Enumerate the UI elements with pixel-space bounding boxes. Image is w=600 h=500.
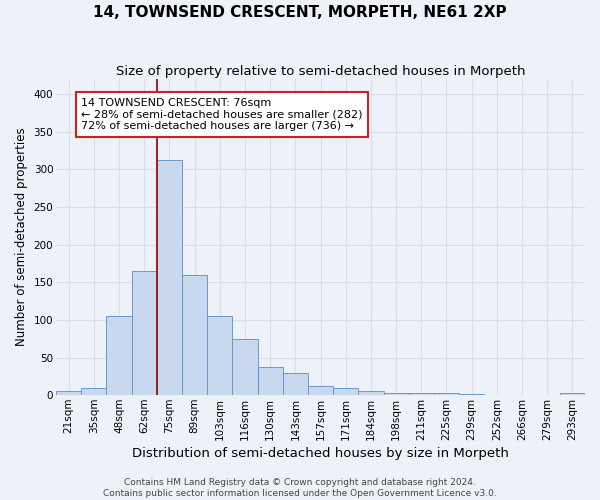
Bar <box>409 393 434 395</box>
Bar <box>434 393 459 395</box>
Bar <box>459 394 484 395</box>
Bar <box>358 392 383 395</box>
Bar <box>257 368 283 395</box>
Bar <box>157 160 182 395</box>
Y-axis label: Number of semi-detached properties: Number of semi-detached properties <box>15 128 28 346</box>
Bar <box>560 393 585 395</box>
Bar <box>308 386 333 395</box>
Bar <box>283 374 308 395</box>
Bar <box>207 316 232 395</box>
Bar <box>106 316 131 395</box>
Bar <box>232 338 257 395</box>
Bar <box>383 393 409 395</box>
Bar <box>131 271 157 395</box>
Text: Contains HM Land Registry data © Crown copyright and database right 2024.
Contai: Contains HM Land Registry data © Crown c… <box>103 478 497 498</box>
Text: 14 TOWNSEND CRESCENT: 76sqm
← 28% of semi-detached houses are smaller (282)
72% : 14 TOWNSEND CRESCENT: 76sqm ← 28% of sem… <box>81 98 363 131</box>
Bar <box>333 388 358 395</box>
Bar <box>81 388 106 395</box>
X-axis label: Distribution of semi-detached houses by size in Morpeth: Distribution of semi-detached houses by … <box>132 447 509 460</box>
Text: 14, TOWNSEND CRESCENT, MORPETH, NE61 2XP: 14, TOWNSEND CRESCENT, MORPETH, NE61 2XP <box>93 5 507 20</box>
Bar <box>56 392 81 395</box>
Title: Size of property relative to semi-detached houses in Morpeth: Size of property relative to semi-detach… <box>116 65 525 78</box>
Bar <box>182 275 207 395</box>
